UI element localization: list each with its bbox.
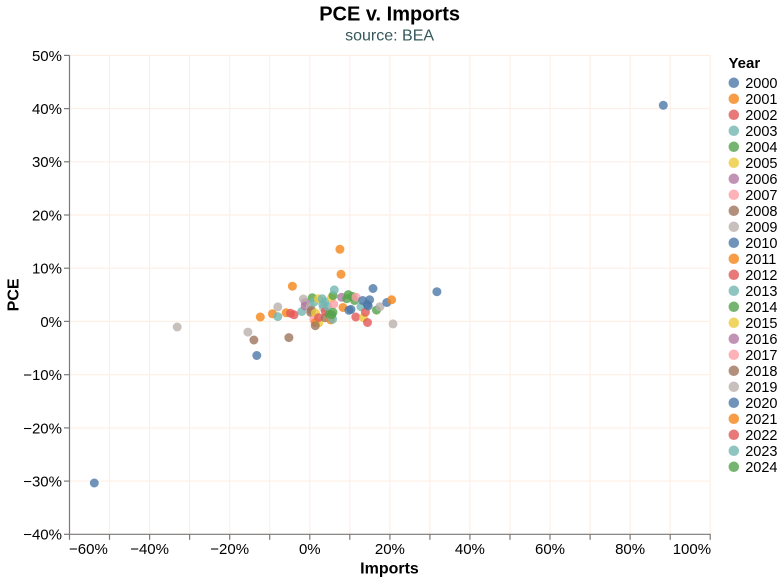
svg-text:10%: 10% [32,261,62,278]
svg-text:2002: 2002 [745,108,777,124]
svg-text:2019: 2019 [745,380,777,396]
svg-text:2006: 2006 [745,172,777,188]
svg-text:2021: 2021 [745,412,777,428]
svg-text:2024: 2024 [745,460,777,476]
svg-text:PCE v. Imports: PCE v. Imports [319,4,460,26]
svg-text:2022: 2022 [745,428,777,444]
svg-text:−60%: −60% [69,541,108,558]
svg-text:2009: 2009 [745,220,777,236]
svg-text:−10%: −10% [23,367,62,384]
svg-text:2008: 2008 [745,204,777,220]
svg-text:Imports: Imports [360,560,419,577]
svg-text:40%: 40% [32,101,62,118]
svg-text:20%: 20% [375,541,405,558]
svg-text:−20%: −20% [210,541,249,558]
svg-text:−20%: −20% [23,420,62,437]
svg-text:30%: 30% [32,154,62,171]
svg-text:40%: 40% [455,541,485,558]
svg-text:0%: 0% [40,314,62,331]
svg-text:2017: 2017 [745,348,777,364]
svg-text:2011: 2011 [745,252,776,268]
svg-text:2014: 2014 [745,300,777,316]
svg-text:−40%: −40% [130,541,169,558]
svg-text:−40%: −40% [23,527,62,544]
svg-text:2003: 2003 [745,124,777,140]
svg-text:2016: 2016 [745,332,777,348]
svg-text:2012: 2012 [745,268,777,284]
svg-text:20%: 20% [32,207,62,224]
svg-text:0%: 0% [299,541,321,558]
svg-text:2000: 2000 [745,76,777,92]
svg-text:60%: 60% [535,541,565,558]
svg-text:2005: 2005 [745,156,777,172]
svg-text:source: BEA: source: BEA [345,27,434,44]
svg-text:2010: 2010 [745,236,777,252]
svg-text:50%: 50% [32,48,62,65]
svg-text:PCE: PCE [6,278,23,311]
svg-text:2020: 2020 [745,396,777,412]
svg-text:Year: Year [729,55,761,72]
svg-text:80%: 80% [615,541,645,558]
svg-text:2004: 2004 [745,140,777,156]
svg-text:−30%: −30% [23,474,62,491]
svg-text:2015: 2015 [745,316,777,332]
svg-text:100%: 100% [673,541,711,558]
svg-text:2001: 2001 [745,92,777,108]
svg-text:2013: 2013 [745,284,777,300]
svg-text:2018: 2018 [745,364,777,380]
svg-text:2007: 2007 [745,188,777,204]
svg-text:2023: 2023 [745,444,777,460]
